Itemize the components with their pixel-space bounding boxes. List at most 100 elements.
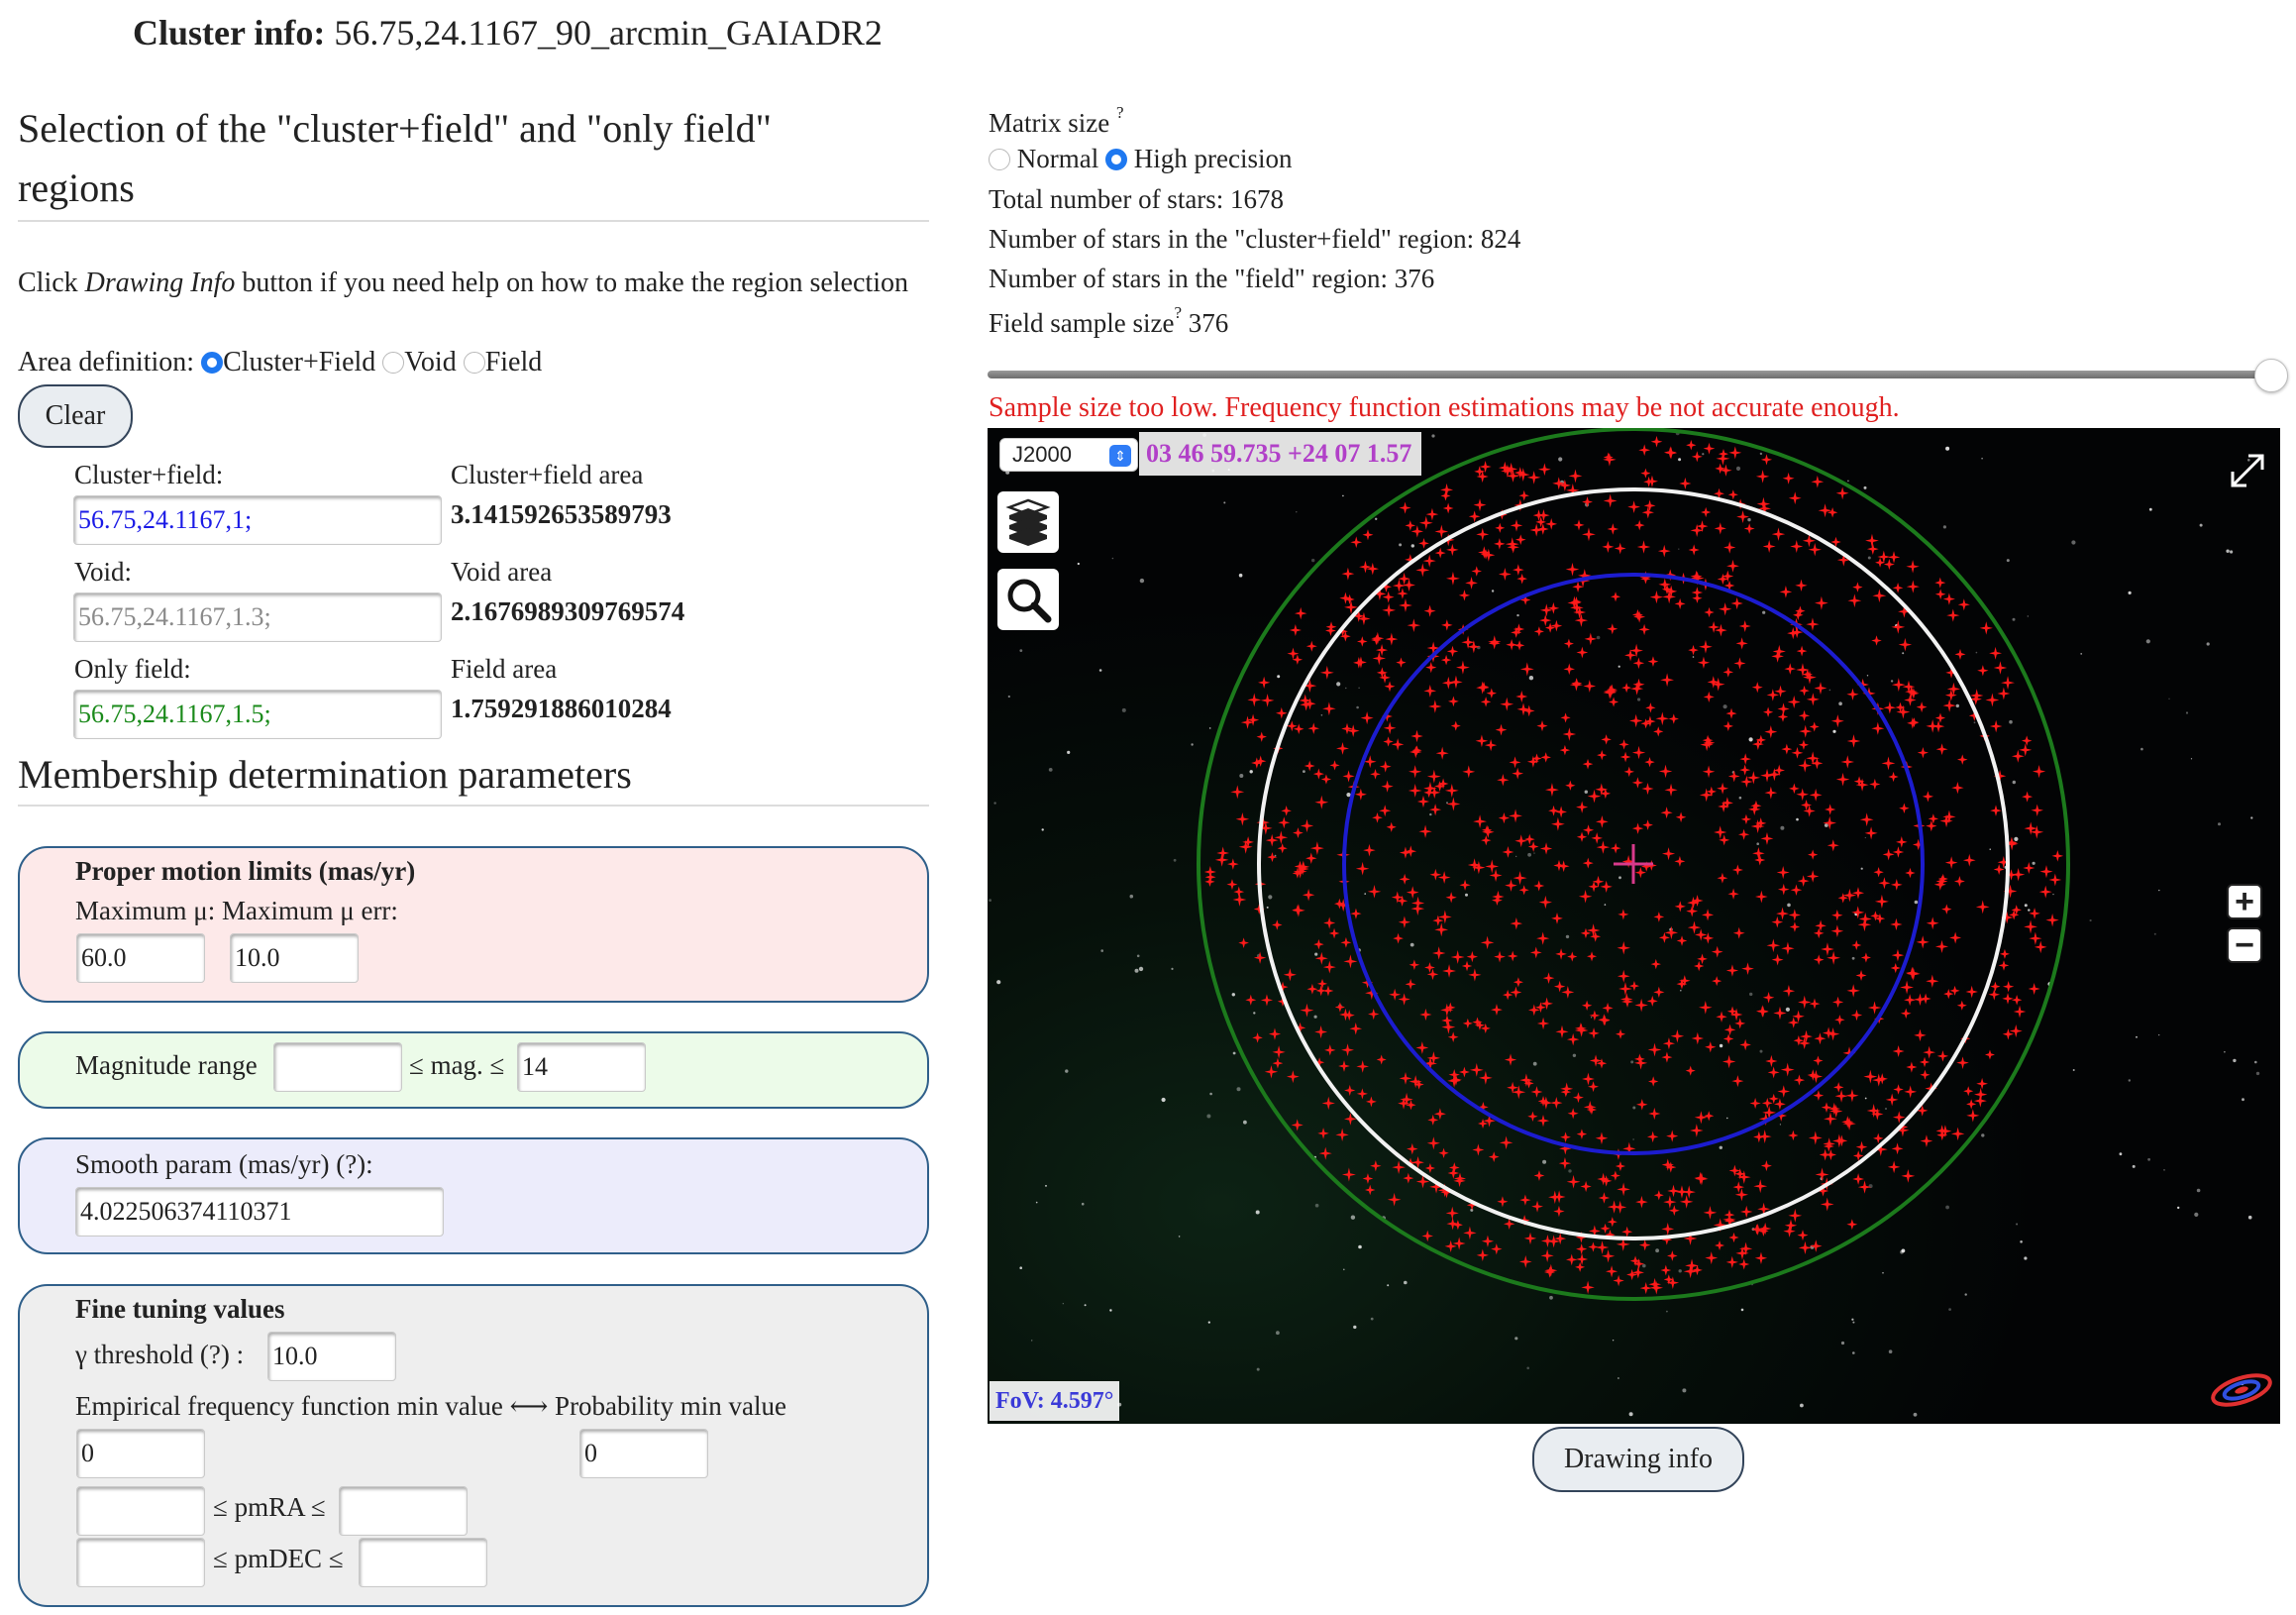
pmdec-max-input[interactable] [359,1538,487,1587]
star-marker [2011,867,2026,882]
star-marker [1498,811,1511,824]
star-marker [1595,1240,1610,1254]
max-mu-err-input[interactable]: 10.0 [230,933,359,983]
clear-button[interactable]: Clear [18,384,133,448]
star-marker [1467,640,1481,654]
zoom-in-button[interactable]: + [2227,884,2262,919]
star-marker [1606,1265,1618,1278]
star-marker [1775,1110,1788,1122]
star-marker [1403,1172,1414,1184]
star-marker [1473,498,1487,512]
magnitude-min-input[interactable] [273,1042,402,1092]
radio-field[interactable] [463,352,485,374]
star-marker [1830,924,1844,938]
background-star [1266,906,1269,909]
background-star [1208,727,1211,729]
background-star [2194,1212,2199,1217]
star-marker [1512,1085,1526,1100]
star-marker [1725,964,1739,977]
star-marker [1277,996,1289,1007]
cluster-field-input[interactable]: 56.75,24.1167,1; [73,495,442,545]
sky-viewer[interactable] [988,428,2280,1424]
star-marker [1679,975,1691,987]
star-marker [1440,483,1454,496]
star-marker [1607,623,1618,635]
magnitude-max-input[interactable]: 14 [517,1042,646,1092]
background-star [1722,704,1727,709]
background-star [1121,707,1126,712]
star-marker [1824,1112,1837,1127]
star-marker [1823,815,1837,830]
radio-cluster-field[interactable] [201,352,224,374]
star-marker [1321,1096,1335,1111]
pmra-min-input[interactable] [76,1486,205,1536]
star-marker [1819,1148,1831,1161]
radio-normal[interactable] [989,149,1010,170]
layers-button[interactable] [997,491,1059,553]
matrix-size-help[interactable]: ? [1115,103,1124,122]
star-marker [1883,700,1897,714]
star-marker [1389,988,1402,1001]
star-marker [1272,919,1283,930]
background-star [1824,823,1828,827]
search-button[interactable] [997,569,1059,630]
radio-high-precision[interactable] [1104,149,1127,170]
background-star [1249,770,1253,774]
gamma-threshold-input[interactable]: 10.0 [267,1332,396,1381]
sky-chart[interactable] [988,428,2280,1424]
star-marker [1557,860,1570,873]
drawing-info-button[interactable]: Drawing info [1532,1427,1744,1492]
star-marker [1898,604,1911,618]
star-marker [1568,469,1583,484]
star-marker [1550,1096,1563,1110]
star-marker [1507,950,1518,962]
star-marker [1690,523,1704,537]
background-star [1882,1271,1884,1274]
star-marker [1437,1183,1452,1198]
star-marker [1494,538,1506,550]
star-marker [1823,1137,1835,1150]
cursor-coordinates: 03 46 59.735 +24 07 1.57 [1139,432,1421,476]
background-star [2024,904,2028,908]
star-marker [1771,527,1786,541]
star-marker [1752,847,1765,860]
pmra-max-input[interactable] [339,1486,468,1536]
star-marker [1283,968,1297,982]
frequency-min-input[interactable]: 0 [76,1429,205,1478]
coordinate-frame-select[interactable]: J2000 ⇕ [999,438,1138,472]
galaxy-logo[interactable] [2207,1365,2276,1420]
star-marker [1642,819,1653,830]
void-input[interactable]: 56.75,24.1167,1.3; [73,592,442,642]
star-marker [1425,661,1437,674]
star-marker [1934,589,1946,600]
probability-min-input[interactable]: 0 [579,1429,708,1478]
star-marker [1787,1017,1800,1028]
max-mu-input[interactable]: 60.0 [76,933,205,983]
pmdec-min-input[interactable] [76,1538,205,1587]
fullscreen-button[interactable] [2225,448,2270,493]
smooth-param-input[interactable]: 4.022506374110371 [75,1187,444,1237]
star-marker [1469,1062,1484,1077]
star-marker [1531,753,1542,764]
star-marker [1644,715,1656,727]
star-marker [1343,1010,1355,1022]
sample-size-slider-thumb[interactable] [2254,359,2288,392]
star-marker [1411,745,1422,756]
star-marker [1766,938,1781,953]
star-marker [1583,680,1597,693]
star-marker [1268,1027,1282,1040]
star-marker [1737,828,1750,840]
star-marker [1383,721,1397,735]
sample-size-slider-track[interactable] [988,371,2273,378]
sample-size-help[interactable]: ? [1174,303,1183,322]
star-marker [1725,707,1737,719]
star-marker [1440,490,1451,501]
only-field-input[interactable]: 56.75,24.1167,1.5; [73,690,442,739]
star-marker [1562,727,1577,741]
zoom-out-button[interactable]: − [2227,927,2262,963]
star-marker [1446,645,1459,658]
star-marker [1825,1148,1837,1161]
star-marker [1679,477,1692,490]
star-marker [1746,771,1761,785]
radio-void[interactable] [382,352,405,374]
